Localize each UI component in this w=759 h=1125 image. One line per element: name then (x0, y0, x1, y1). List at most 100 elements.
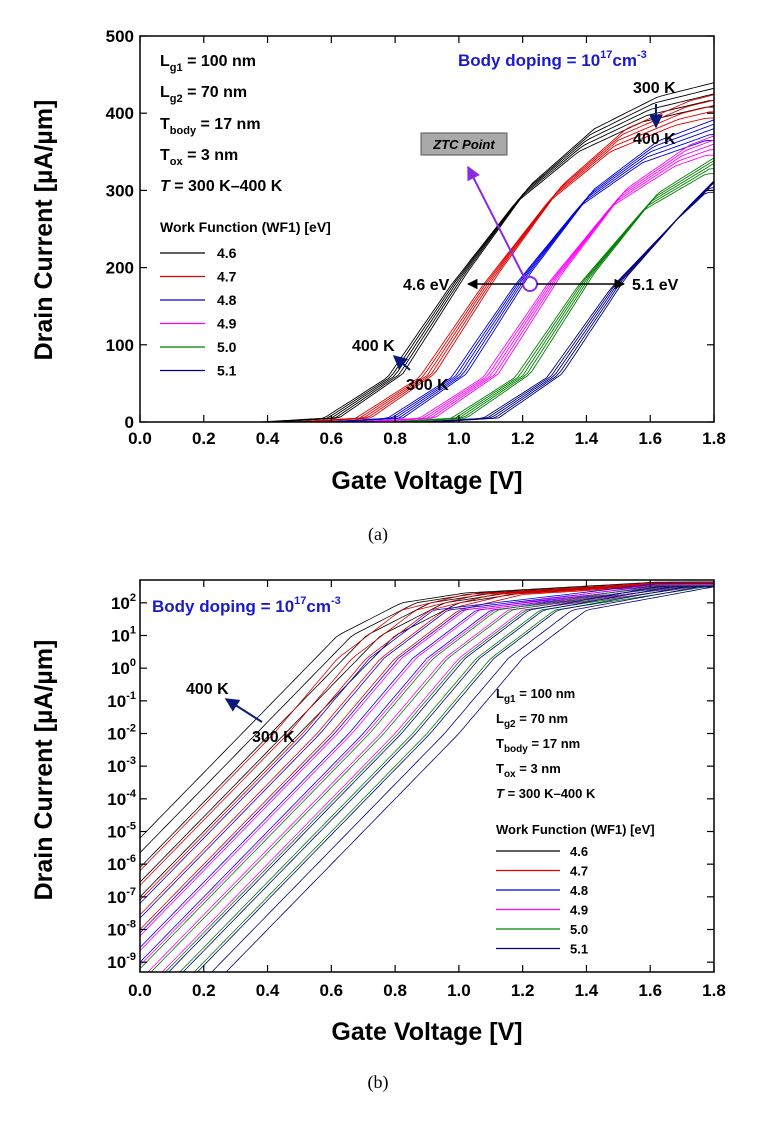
legend-label-4.7: 4.7 (217, 269, 237, 285)
param-tbody: Tbody = 17 nm (160, 116, 261, 137)
y-tick-label: 10-7 (107, 886, 136, 907)
x-tick-label: 1.4 (575, 429, 599, 448)
series-line-4.8-t4 (140, 583, 714, 904)
legend-title: Work Function (WF1) [eV] (160, 219, 331, 235)
series-line-4.8-t0 (140, 583, 714, 963)
ann-300k-low: 300 K (406, 377, 449, 394)
legend-label-5.1: 5.1 (217, 363, 237, 379)
x-tick-label: 1.4 (575, 981, 599, 1000)
y-tick-label: 10-6 (107, 853, 136, 874)
y-tick-label: 10-3 (107, 755, 136, 776)
series-line-5.1-t2 (196, 586, 714, 972)
caption-a: (a) (368, 524, 388, 545)
param-lg1: Lg1 = 100 nm (160, 53, 256, 74)
x-tick-label: 0.8 (383, 981, 407, 1000)
series-line-5.0-t3 (150, 585, 714, 972)
y-tick-label: 0 (125, 413, 134, 432)
legend-label-4.7: 4.7 (570, 864, 588, 879)
param-lg2: Lg2 = 70 nm (160, 84, 247, 105)
panel-a-xlabel: Gate Voltage [V] (331, 467, 522, 495)
series-line-5.0-t0 (193, 585, 714, 972)
x-tick-label: 0.0 (128, 981, 152, 1000)
panel-b-ticks: 0.0 0.2 0.4 0.6 0.8 1.0 1.2 1.4 1.6 1.8 102 101 100 1… (107, 580, 726, 1000)
legend-label-4.6: 4.6 (217, 245, 237, 261)
x-tick-label: 1.8 (702, 981, 726, 1000)
x-tick-label: 1.2 (511, 429, 535, 448)
y-tick-label: 10-2 (107, 722, 136, 743)
ann-300k: 300 K (252, 729, 295, 746)
y-tick-label: 500 (106, 27, 134, 46)
y-tick-label: 10-8 (107, 918, 136, 939)
ztc-box (420, 132, 508, 156)
x-tick-label: 1.2 (511, 981, 535, 1000)
panel-b-ylabel: Drain Current [µA/µm] (30, 640, 58, 901)
series-line-4.6-t1 (140, 581, 714, 883)
y-tick-label: 100 (106, 336, 134, 355)
series-line-4.7-t3 (140, 582, 714, 886)
legend-label-5.0: 5.0 (217, 339, 237, 355)
series-line-4.9-t0 (161, 584, 714, 972)
series-line-4.7-t4 (140, 582, 714, 871)
x-tick-label: 1.6 (638, 981, 662, 1000)
ann-5.1ev: 5.1 eV (632, 277, 679, 294)
legend-label-4.6: 4.6 (570, 844, 588, 859)
param-tbody: Tbody = 17 nm (496, 736, 580, 755)
series-line-4.6-t4 (140, 581, 714, 839)
param-tox: Tox = 3 nm (496, 761, 561, 780)
ann-300k-top: 300 K (633, 80, 676, 97)
panel-b-legend: Work Function (WF1) [eV] 4.6 4.7 4.8 4.9 5.0… (496, 822, 655, 957)
series-line-5.1-t4 (168, 586, 714, 972)
series-line-4.7-t2 (140, 582, 714, 901)
panel-a-frame (139, 35, 715, 423)
panel-b-curves (140, 581, 714, 972)
ztc-label: ZTC Point (432, 137, 495, 152)
panel-b: 0.0 0.2 0.4 0.6 0.8 1.0 1.2 1.4 1.6 1.8 102 101 100 1… (30, 579, 726, 1046)
x-tick-label: 0.6 (320, 429, 344, 448)
series-line-4.9-t4 (140, 584, 714, 937)
y-tick-label: 200 (106, 259, 134, 278)
ann-4.6ev: 4.6 eV (403, 277, 450, 294)
y-tick-label: 10-9 (107, 951, 136, 972)
y-tick-label: 101 (111, 624, 136, 645)
legend-label-4.9: 4.9 (217, 316, 237, 332)
ztc-arrow (467, 165, 526, 280)
series-line-4.6-t0 (140, 581, 714, 898)
panel-b-curve-group (140, 581, 714, 972)
series-line-5.1-t3 (182, 586, 714, 972)
series-line-5.0-t2 (164, 585, 714, 972)
param-tox: Tox = 3 nm (160, 147, 238, 168)
y-tick-label: 300 (106, 181, 134, 200)
ztc-marker (522, 276, 538, 292)
legend-label-5.1: 5.1 (570, 942, 588, 957)
param-lg2: Lg2 = 70 nm (496, 711, 568, 730)
panel-b-frame (139, 579, 715, 973)
panel-b-params: Lg1 = 100 nm Lg2 = 70 nm Tbody = 17 nm T… (496, 686, 596, 801)
y-tick-label: 102 (111, 592, 136, 613)
legend-label-4.8: 4.8 (570, 883, 588, 898)
param-temp: T = 300 K–400 K (160, 178, 283, 195)
legend-label-4.9: 4.9 (570, 903, 588, 918)
x-tick-label: 0.8 (383, 429, 407, 448)
x-tick-label: 1.8 (702, 429, 726, 448)
arrow-300-400-low (392, 355, 411, 371)
x-tick-label: 0.2 (192, 981, 216, 1000)
arrow-300-400 (224, 698, 263, 723)
series-line-5.0-t4 (140, 585, 714, 969)
x-tick-label: 0.0 (128, 429, 152, 448)
series-line-5.1-t0 (225, 586, 714, 972)
panel-a-ticks: 0.0 0.2 0.4 0.6 0.8 1.0 1.2 1.4 1.6 1.8 0 100 200 300… (106, 27, 726, 448)
legend-title: Work Function (WF1) [eV] (496, 822, 655, 837)
series-line-4.9-t3 (140, 584, 714, 951)
panel-a-ylabel: Drain Current [µA/µm] (30, 100, 58, 361)
ann-400k-top: 400 K (633, 131, 676, 148)
panel-a-legend: Work Function (WF1) [eV] 4.6 4.7 4.8 4.9 5.0… (160, 219, 331, 379)
x-tick-label: 0.4 (256, 429, 280, 448)
panel-b-xlabel: Gate Voltage [V] (331, 1018, 522, 1046)
legend-label-4.8: 4.8 (217, 292, 237, 308)
y-tick-label: 100 (111, 657, 136, 678)
caption-b: (b) (368, 1072, 389, 1093)
series-line-4.9-t2 (140, 584, 714, 966)
series-line-5.0-t1 (179, 585, 714, 972)
legend-label-5.0: 5.0 (570, 922, 588, 937)
